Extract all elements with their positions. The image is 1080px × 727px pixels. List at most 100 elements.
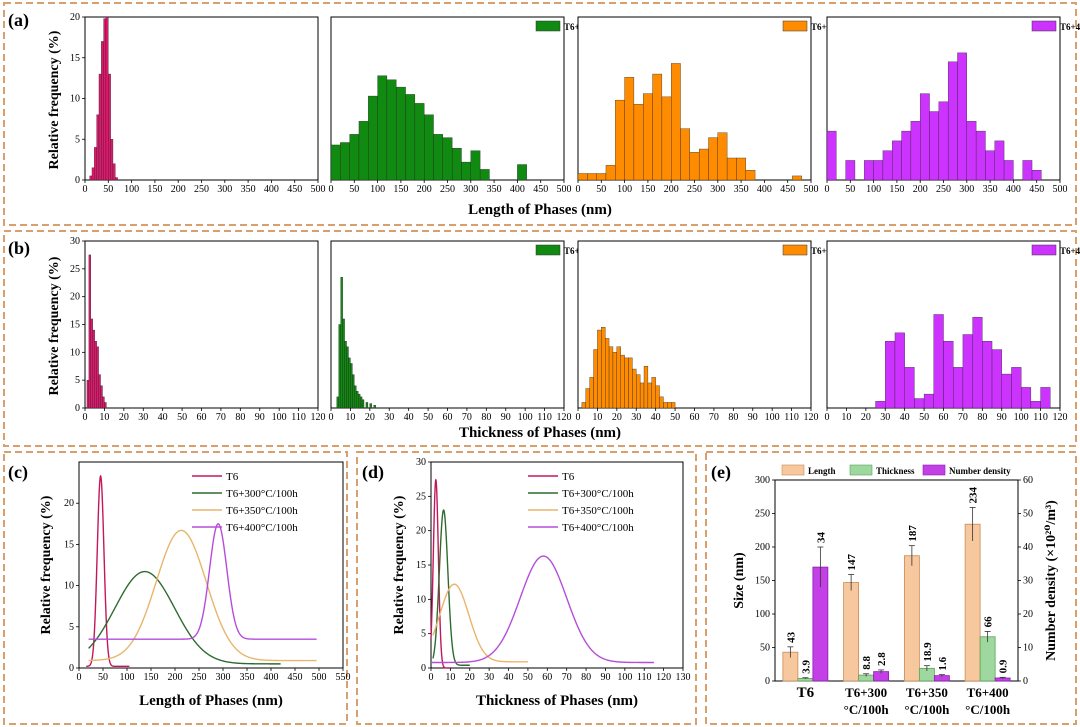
- y-tick-label: 300: [755, 475, 770, 486]
- plot-area: [78, 461, 344, 669]
- x-tick-label: 30: [631, 412, 641, 423]
- x-tick-label: 60: [690, 412, 700, 423]
- histogram-bar: [633, 104, 644, 181]
- histogram-bar: [628, 357, 633, 409]
- legend-swatch: [781, 464, 805, 476]
- histogram-bar: [365, 402, 369, 409]
- series-line: [88, 570, 281, 665]
- x-tick-label: 450: [780, 184, 795, 195]
- x-tick-label: 100: [518, 412, 533, 423]
- x-tick-label: 60: [197, 412, 207, 423]
- histogram-bar: [624, 357, 629, 409]
- y-axis-label: Size (nm): [732, 552, 747, 609]
- x-tick-label: 130: [676, 672, 691, 683]
- histogram-bar: [110, 139, 114, 181]
- histogram-bar: [651, 377, 656, 409]
- x-tick-label: 80: [977, 412, 987, 423]
- x-tick-label: 100: [124, 184, 139, 195]
- x-tick-label: 90: [255, 412, 265, 423]
- y-tick-label: 0: [75, 403, 80, 414]
- x-tick-label: 100: [617, 672, 632, 683]
- histogram-bar: [612, 352, 618, 409]
- histogram-bar: [910, 121, 921, 181]
- plot-area: [330, 240, 565, 409]
- x-tick-label: 400: [264, 672, 279, 683]
- data-label: 8.8: [861, 656, 873, 670]
- subplot-a-4: 0 50 100 150 200 250 300 350 400 450 500 T6+400°C/1…: [825, 16, 1080, 195]
- panel-d: (d) 0 10 20 30 40 50 60 70 80 90 100 110 120 130 0 5 10 15…: [362, 457, 691, 709]
- y-tick-label: 30: [70, 236, 80, 247]
- y-axis-label: Relative frequency (%): [47, 256, 62, 395]
- x-tick-label: 50: [423, 412, 433, 423]
- histogram-bar: [94, 147, 97, 181]
- histogram-bar: [340, 277, 343, 409]
- x-tick-label: 90: [501, 412, 511, 423]
- legend-label: T6+350°C/100h: [562, 505, 634, 517]
- category-label: °C/100h: [904, 702, 950, 717]
- legend-swatch: [782, 20, 808, 32]
- histogram-bar: [904, 367, 915, 409]
- x-tick-label: 0: [825, 412, 830, 423]
- histogram-bar: [885, 341, 896, 409]
- x-tick-label: 70: [562, 672, 572, 683]
- histogram-bar: [953, 367, 964, 409]
- frame-d: [356, 451, 697, 725]
- histogram-bar: [708, 137, 718, 181]
- x-tick-label: 80: [481, 412, 491, 423]
- data-label: 1.6: [937, 656, 949, 670]
- series-line: [430, 478, 451, 669]
- x-tick-label: 0: [83, 184, 88, 195]
- histogram-bar: [972, 317, 983, 409]
- x-tick-label: 100: [765, 412, 780, 423]
- y-tick-label: 0: [1023, 676, 1028, 687]
- histogram-bar: [352, 374, 355, 409]
- histogram-bar: [615, 99, 625, 181]
- histogram-bar: [581, 402, 586, 409]
- histogram-bar: [985, 150, 995, 181]
- y-tick-label: 20: [1023, 609, 1033, 620]
- x-tick-label: 400: [510, 184, 525, 195]
- histogram-bar: [647, 382, 652, 409]
- x-tick-label: 200: [664, 184, 679, 195]
- histogram-bar: [94, 341, 97, 409]
- x-tick-label: 350: [983, 184, 998, 195]
- histogram-bar: [593, 349, 598, 409]
- y-tick-label: 150: [755, 576, 770, 587]
- histogram-bar: [616, 346, 621, 409]
- x-tick-label: 350: [241, 184, 256, 195]
- frame-e: [705, 451, 1077, 725]
- x-tick-label: 0: [576, 412, 581, 423]
- histogram-bar: [369, 403, 372, 409]
- data-label: 147: [846, 553, 858, 570]
- legend-swatch: [1031, 20, 1057, 32]
- histogram-bar: [914, 398, 925, 409]
- x-tick-label: 250: [194, 184, 209, 195]
- series-line: [432, 583, 528, 663]
- y-tick-label: 0: [765, 676, 770, 687]
- histogram-bar: [373, 405, 376, 409]
- legend-label: T6+350°C/100h: [226, 505, 298, 517]
- y-tick-label: 0: [75, 175, 80, 186]
- histogram-bar: [864, 160, 874, 181]
- histogram-bar: [920, 93, 930, 181]
- legend-swatch: [849, 464, 873, 476]
- subplot-a-3: 050100150200250300350400450500T6+350°C/1…: [576, 16, 871, 195]
- y-tick-label: 10: [64, 581, 74, 592]
- histogram-bar: [344, 341, 347, 409]
- y-tick-label: 0: [421, 663, 426, 674]
- histogram-bar: [624, 77, 635, 181]
- x-tick-label: 110: [537, 412, 552, 423]
- x-tick-label: 110: [291, 412, 306, 423]
- histogram-bar: [643, 366, 649, 409]
- legend-swatch: [535, 244, 561, 256]
- x-tick-label: 100: [866, 184, 881, 195]
- x-axis-label: Thickness of Phases (nm): [459, 425, 621, 441]
- histogram-bar: [726, 157, 737, 181]
- histogram-bar: [620, 354, 625, 409]
- x-tick-label: 20: [612, 412, 622, 423]
- x-tick-label: 0: [77, 672, 82, 683]
- bar: [903, 555, 920, 682]
- histogram-bar: [358, 393, 361, 409]
- histogram-bar: [698, 148, 709, 181]
- x-tick-label: 40: [158, 412, 168, 423]
